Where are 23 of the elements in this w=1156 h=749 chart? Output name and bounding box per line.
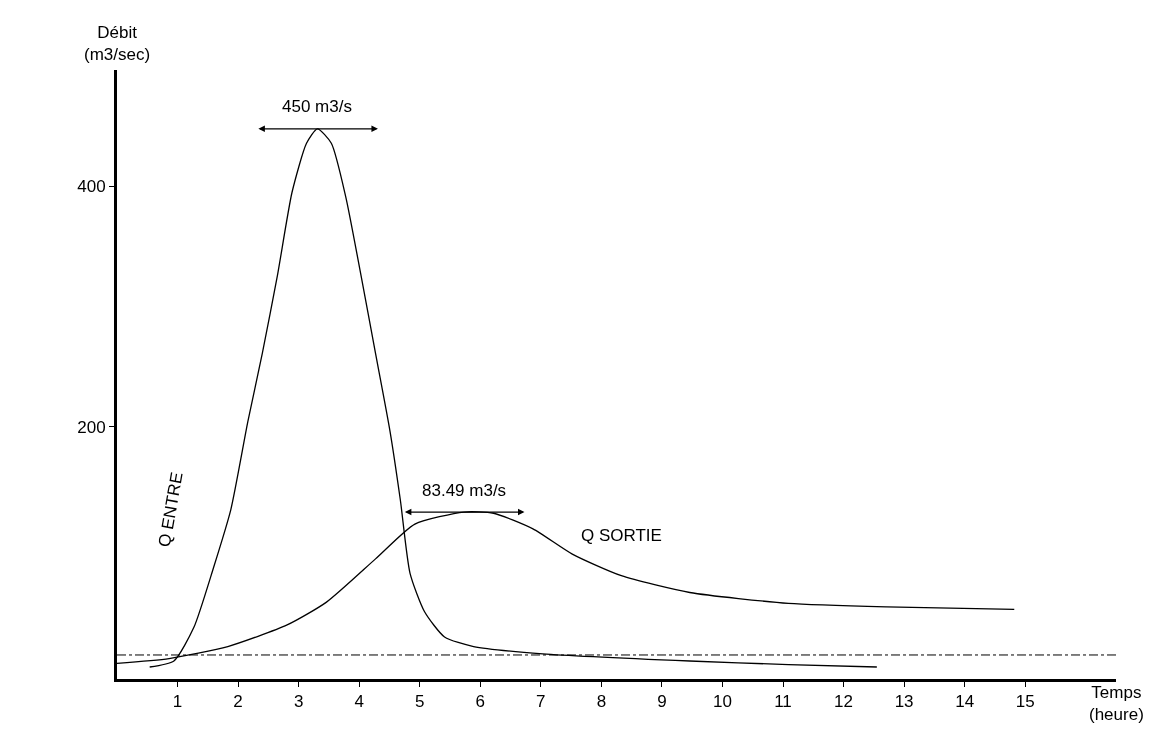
series-label: Q SORTIE [581, 526, 662, 545]
x-tick-label: 15 [1015, 692, 1035, 712]
annotation: 83.49 m3/s [422, 481, 507, 500]
annotation: 450 m3/s [282, 97, 352, 116]
x-tick-label: 14 [955, 692, 975, 712]
text: Q ENTRE [154, 470, 187, 549]
x-tick-label: 12 [834, 692, 854, 712]
x-tick-label: 3 [293, 692, 304, 712]
x-tick-label: 7 [536, 692, 546, 712]
x-tick-label: 6 [475, 692, 485, 712]
y-axis-title: Débit (m3/sec) [84, 23, 151, 65]
x-tick-label: 1 [172, 692, 183, 712]
x-tick-label: 5 [415, 692, 425, 712]
x-tick-label: 9 [657, 692, 667, 712]
x-tick-label: 8 [596, 692, 607, 712]
x-tick-label: 11 [774, 692, 792, 712]
x-tick-label: 10 [712, 692, 732, 712]
x-axis-title: Temps (heure) [1089, 683, 1144, 725]
y-tick-label: 200 [77, 417, 106, 437]
x-tick-label: 2 [233, 692, 243, 712]
x-tick-label: 13 [894, 692, 914, 712]
x-tick-label: 4 [354, 692, 364, 712]
y-tick-label: 400 [77, 177, 106, 197]
